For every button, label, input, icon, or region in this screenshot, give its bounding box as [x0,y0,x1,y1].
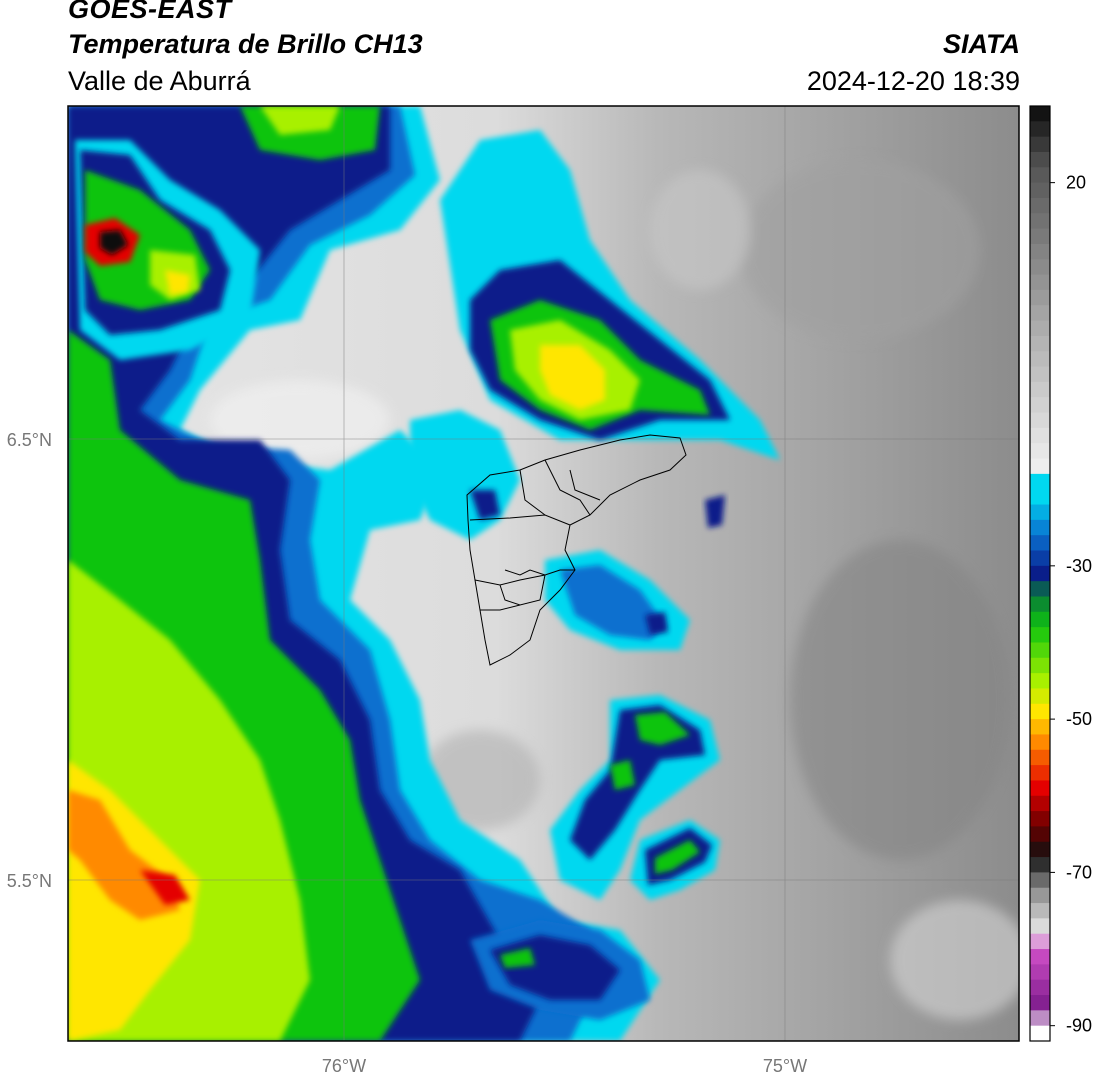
colorbar-segment [1030,305,1050,322]
colorbar-segment [1030,243,1050,260]
colorbar-segment [1030,443,1050,460]
colorbar-segment [1030,259,1050,276]
colorbar-segment [1030,228,1050,245]
colorbar-segment [1030,473,1050,490]
colorbar-segment [1030,182,1050,199]
municipal-boundaries [466,434,687,666]
colorbar-tick-label: -50 [1066,709,1092,729]
colorbar-segment [1030,734,1050,751]
colorbar-segment [1030,596,1050,613]
colorbar-tick-label: 20 [1066,173,1086,193]
satellite-image [68,106,1019,1041]
colorbar-segment [1030,121,1050,138]
colorbar-segment [1030,627,1050,644]
colorbar-segment [1030,1010,1050,1027]
colorbar-tick-label: -70 [1066,862,1092,882]
colorbar-segment [1030,857,1050,873]
colorbar-segment [1030,995,1050,1011]
colorbar-segment [1030,366,1050,383]
colorbar-segment [1030,320,1050,337]
colorbar-segment [1030,167,1050,184]
colorbar-segment [1030,688,1050,705]
colorbar-ticks: 20 -30 -50 -70 -90 [1050,173,1092,1036]
colorbar-segment [1030,933,1050,950]
colorbar-segment [1030,565,1050,582]
colorbar-segment [1030,289,1050,306]
lat-tick-6-5n: 6.5°N [7,430,52,450]
colorbar-segment [1030,535,1050,552]
colorbar-segment [1030,795,1050,812]
lon-tick-76w: 76°W [322,1056,366,1076]
colorbar-segment [1030,811,1050,828]
colorbar-segment [1030,887,1050,904]
colorbar-segment [1030,335,1050,352]
colorbar-tick-label: -90 [1066,1016,1092,1036]
colorbar-segment [1030,903,1050,919]
colorbar-segment [1030,673,1050,690]
colorbar-segment [1030,213,1050,230]
colorbar-segment [1030,611,1050,628]
colorbar-frame [1029,105,1051,1042]
colorbar-segment [1030,458,1050,475]
colorbar-segment [1030,136,1050,153]
colorbar-segment [1030,826,1050,843]
colorbar-segment [1030,979,1050,996]
colorbar-segment [1030,949,1050,965]
colorbar-segment [1030,872,1050,889]
product-title: Temperatura de Brillo CH13 [68,29,423,59]
colorbar-segment [1030,489,1050,506]
region-label: Valle de Aburrá [68,66,251,96]
colorbar-segment [1030,918,1050,935]
colorbar-segment [1030,519,1050,536]
colorbar-segment [1030,381,1050,398]
colorbar-segment [1030,841,1050,858]
colorbar-segment [1030,964,1050,981]
colorbar-segment [1030,397,1050,414]
colorbar-segment [1030,197,1050,214]
colorbar-segment [1030,581,1050,598]
colorbar-segment [1030,427,1050,444]
colorbar-segment [1030,765,1050,782]
colorbar-segment [1030,106,1050,122]
organization-label: SIATA [943,29,1020,59]
map-frame [67,105,1020,1042]
colorbar-tick-label: -30 [1066,556,1092,576]
colorbar-segment [1030,1025,1050,1042]
colorbar-segment [1030,780,1050,797]
colorbar-segment [1030,274,1050,291]
graticule [68,106,1019,1041]
colorbar-segment [1030,351,1050,368]
colorbar-segment [1030,703,1050,720]
colorbar-segment [1030,412,1050,429]
colorbar-segments [1030,106,1050,1042]
lat-tick-5-5n: 5.5°N [7,871,52,891]
colorbar-segment [1030,657,1050,674]
datetime-label: 2024-12-20 18:39 [806,66,1020,96]
satellite-title: GOES-EAST [68,0,232,24]
colorbar-segment [1030,642,1050,659]
colorbar: 20 -30 -50 -70 -90 [1029,105,1092,1042]
colorbar-segment [1030,719,1050,736]
colorbar-segment [1030,550,1050,567]
colorbar-segment [1030,504,1050,521]
colorbar-segment [1030,151,1050,168]
colorbar-segment [1030,749,1050,766]
lon-tick-75w: 75°W [763,1056,807,1076]
